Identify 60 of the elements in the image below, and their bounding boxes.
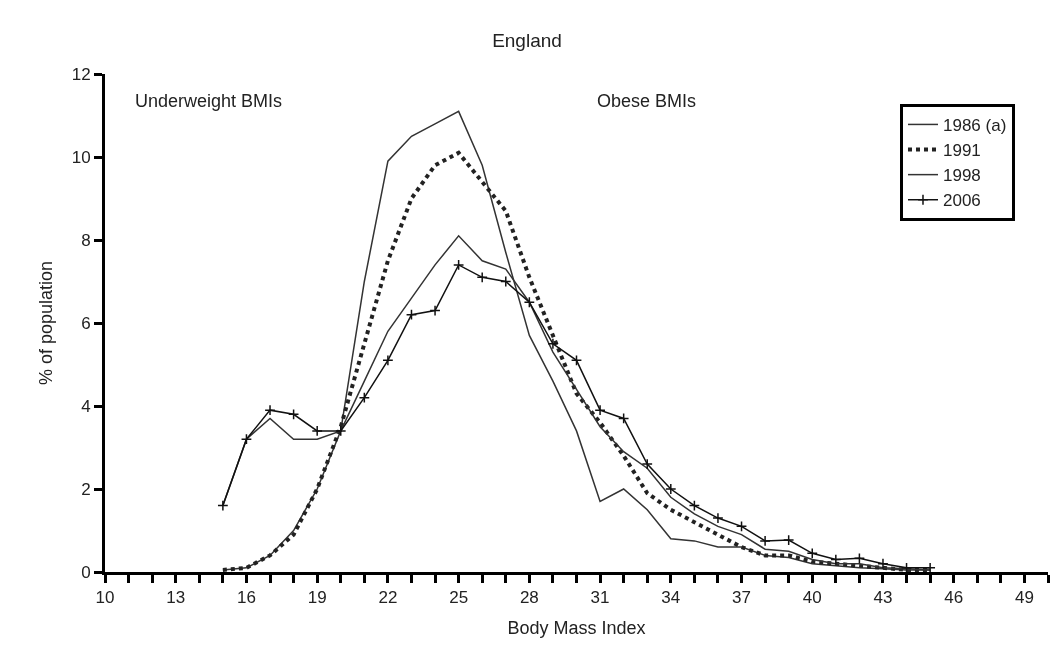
x-tick-label: 31 [590, 588, 610, 608]
point [712, 512, 724, 524]
x-tick-label: 19 [307, 588, 327, 608]
point [452, 259, 465, 271]
legend-label: 1986 (a) [942, 116, 1007, 136]
point [476, 271, 488, 283]
point [594, 404, 606, 416]
legend-label: 1991 [942, 141, 981, 161]
point [405, 309, 418, 321]
y-tick-label: 0 [81, 562, 91, 582]
point [358, 392, 370, 404]
legend-label: 1998 [942, 166, 981, 186]
legend-label: 2006 [942, 191, 981, 211]
chart-title: England [492, 29, 562, 51]
x-tick-label: 13 [166, 588, 186, 608]
point [287, 408, 300, 420]
x-tick-label: 46 [944, 588, 964, 608]
point [783, 534, 795, 546]
point [759, 535, 771, 547]
y-axis-title: % of population [35, 260, 56, 386]
point [877, 558, 889, 570]
point [570, 354, 583, 366]
annotation: Underweight BMIs [135, 91, 283, 111]
y-tick-label: 8 [81, 230, 91, 250]
point [264, 404, 276, 416]
point [429, 304, 441, 317]
x-tick-label: 34 [661, 588, 681, 608]
y-tick-label: 12 [71, 64, 91, 84]
x-tick-label: 25 [449, 588, 469, 608]
point [618, 412, 630, 425]
y-tick-label: 10 [71, 147, 91, 167]
x-tick-label: 22 [378, 588, 398, 608]
point [900, 562, 913, 572]
point [853, 552, 866, 564]
point [830, 553, 842, 566]
point [500, 275, 512, 288]
x-tick-label: 16 [236, 588, 256, 608]
point [335, 425, 347, 437]
point [547, 338, 559, 350]
point [735, 520, 748, 532]
x-tick-label: 28 [519, 588, 539, 608]
point [217, 499, 229, 512]
x-tick-label: 49 [1014, 588, 1034, 608]
annotation: Obese BMIs [597, 91, 697, 111]
y-tick-label: 4 [81, 396, 91, 416]
point [382, 354, 394, 366]
y-tick-label: 2 [81, 479, 91, 499]
x-tick-label: 43 [873, 588, 893, 608]
point [688, 499, 701, 512]
x-axis-title: Body Mass Index [507, 617, 646, 638]
point [311, 425, 323, 437]
point [665, 483, 677, 495]
y-tick-label: 6 [81, 313, 91, 333]
x-tick-label: 37 [732, 588, 751, 608]
point [240, 433, 253, 445]
point [641, 458, 653, 470]
point [806, 547, 818, 559]
x-tick-label: 40 [802, 588, 822, 608]
x-tick-label: 10 [95, 588, 115, 608]
point [523, 296, 535, 308]
